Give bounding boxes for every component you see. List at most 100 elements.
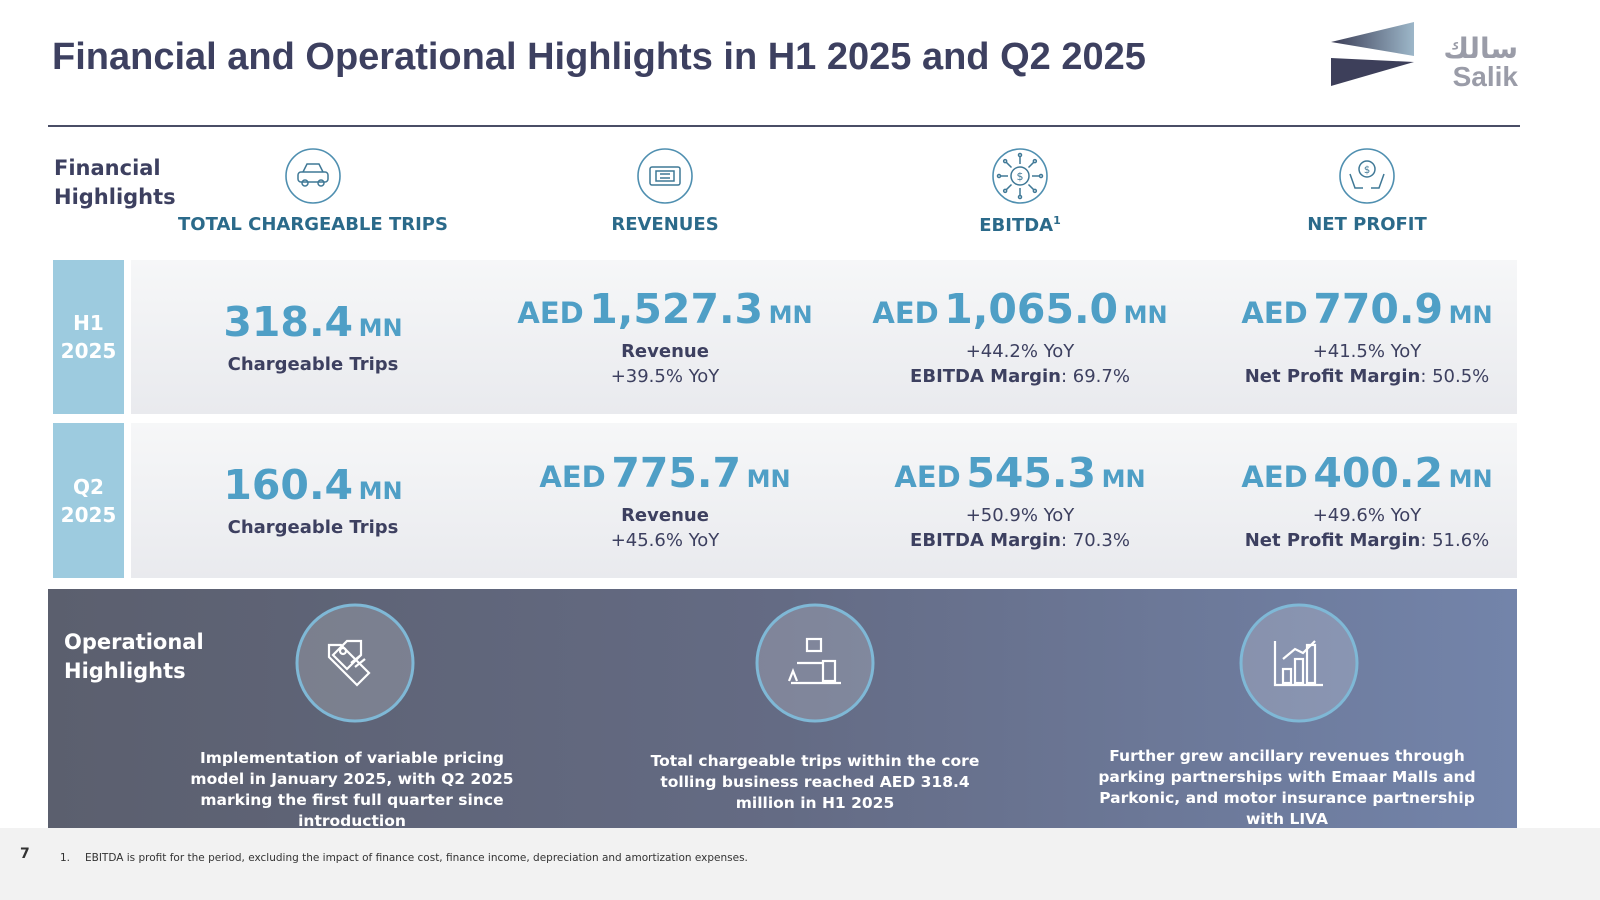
unit: MN (746, 464, 791, 493)
icon (295, 603, 415, 723)
metric-text: : 50.5% (1420, 366, 1490, 387)
amount: 775.7 (611, 448, 742, 497)
period-label: Q2 2025 (53, 423, 124, 578)
currency: AED (894, 459, 961, 494)
icon: $ (1339, 148, 1395, 204)
metric-line: Chargeable Trips (228, 515, 399, 540)
metric: 160.4 MN Chargeable Trips (133, 423, 493, 578)
unit: MN (1448, 301, 1493, 329)
metric-text: +50.9% YoY (965, 504, 1075, 526)
logo-text: Salik (1453, 61, 1519, 92)
metric-text: : 51.6% (1420, 529, 1490, 551)
icon (1239, 603, 1359, 723)
column-label: NET PROFIT (1307, 214, 1427, 235)
metric-line: Revenue (621, 503, 709, 528)
metric-line: +39.5% YoY (611, 364, 720, 389)
svg-text:$: $ (1017, 170, 1024, 183)
metric-label: EBITDA Margin (910, 366, 1061, 387)
metric-line: +49.6% YoY (1313, 503, 1422, 528)
column-label: EBITDA (979, 215, 1054, 236)
column-label: TOTAL CHARGEABLE TRIPS (178, 214, 448, 235)
footnote-number: 1. (60, 852, 71, 864)
amount: 1,527.3 (589, 285, 764, 333)
metric: AED 400.2 MN +49.6% YoY Net Profit Margin:… (1187, 423, 1547, 578)
icon (637, 148, 693, 204)
metric-label: Net Profit Margin (1244, 529, 1421, 551)
metric-line: +41.5% YoY (1313, 339, 1422, 364)
metric-label: Chargeable Trips (227, 517, 399, 538)
metric-label: Revenue (621, 504, 709, 526)
divider (48, 125, 1520, 127)
metric-line: Revenue (621, 339, 709, 364)
svg-text:$: $ (1364, 165, 1370, 176)
metric: AED 1,527.3 MN Revenue +39.5% YoY (485, 260, 845, 414)
amount: 318.4 (223, 297, 354, 346)
operational-highlight: Total chargeable trips within the core t… (650, 752, 980, 812)
unit: MN (358, 477, 403, 505)
operational-highlight: Further grew ancillary revenues through … (1098, 747, 1476, 828)
unit: MN (1101, 464, 1146, 493)
period-label: H1 2025 (53, 260, 124, 414)
metric-text: : 69.7% (1060, 366, 1130, 387)
unit: MN (358, 313, 403, 342)
amount: 160.4 (223, 461, 354, 509)
metric-text: +41.5% YoY (1312, 341, 1422, 362)
currency: AED (539, 459, 606, 494)
footer (0, 828, 1600, 900)
metric-value: 160.4 MN (223, 461, 402, 509)
unit: MN (1448, 464, 1493, 493)
amount: 1,065.0 (944, 285, 1119, 333)
currency: AED (872, 296, 939, 330)
amount: 545.3 (966, 448, 1097, 497)
metric-label: Revenue (621, 341, 709, 362)
metric-line: +45.6% YoY (611, 528, 720, 553)
column-label: REVENUES (611, 214, 719, 235)
metric-label: Net Profit Margin (1244, 366, 1421, 387)
metric-value: 318.4 MN (223, 298, 402, 346)
metric: AED 775.7 MN Revenue +45.6% YoY (485, 423, 845, 578)
unit: MN (768, 301, 813, 329)
metric-line: +50.9% YoY (966, 503, 1075, 528)
amount: 770.9 (1313, 285, 1444, 333)
metric-line: EBITDA Margin: 69.7% (910, 364, 1130, 389)
section-label: Financial Highlights (54, 156, 176, 209)
column-header: NET PROFIT (1197, 214, 1537, 235)
row-card (131, 423, 1517, 578)
metric: AED 1,065.0 MN +44.2% YoY EBITDA Margin: 6… (840, 260, 1200, 414)
footnote-ref: 1 (1053, 214, 1061, 227)
logo: سالك Salik (1331, 22, 1519, 92)
logo-arabic: سالك (1443, 32, 1518, 65)
icon (285, 148, 341, 204)
column-header: TOTAL CHARGEABLE TRIPS (143, 214, 483, 235)
metric-value: AED 1,065.0 MN (872, 285, 1167, 333)
metric-line: EBITDA Margin: 70.3% (910, 528, 1130, 553)
currency: AED (517, 296, 584, 330)
metric-value: AED 400.2 MN (1241, 449, 1492, 497)
metric-value: AED 775.7 MN (539, 449, 790, 497)
icon (755, 603, 875, 723)
metric-label: EBITDA Margin (910, 529, 1061, 551)
metric-value: AED 545.3 MN (894, 449, 1145, 497)
metric-line: Net Profit Margin: 50.5% (1245, 364, 1490, 389)
metric-text: +39.5% YoY (610, 366, 720, 387)
operational-panel (48, 589, 1517, 828)
currency: AED (1241, 459, 1308, 494)
icon: $ (992, 148, 1048, 204)
metric-label: Chargeable Trips (227, 353, 399, 375)
metric-line: Net Profit Margin: 51.6% (1245, 528, 1490, 553)
currency: AED (1241, 296, 1308, 330)
metric-text: +44.2% YoY (965, 341, 1075, 362)
metric-value: AED 770.9 MN (1241, 285, 1492, 333)
footnote: EBITDA is profit for the period, excludi… (85, 852, 748, 864)
metric-text: : 70.3% (1060, 529, 1130, 551)
metric-text: +45.6% YoY (610, 529, 720, 551)
operational-highlight: Implementation of variable pricing model… (190, 749, 514, 830)
section-label: Operational Highlights (64, 630, 204, 683)
metric-value: AED 1,527.3 MN (517, 285, 812, 333)
metric-line: +44.2% YoY (966, 339, 1075, 364)
amount: 400.2 (1313, 448, 1444, 497)
unit: MN (1123, 301, 1168, 329)
page-number: 7 (20, 846, 30, 862)
metric-line: Chargeable Trips (228, 352, 399, 377)
